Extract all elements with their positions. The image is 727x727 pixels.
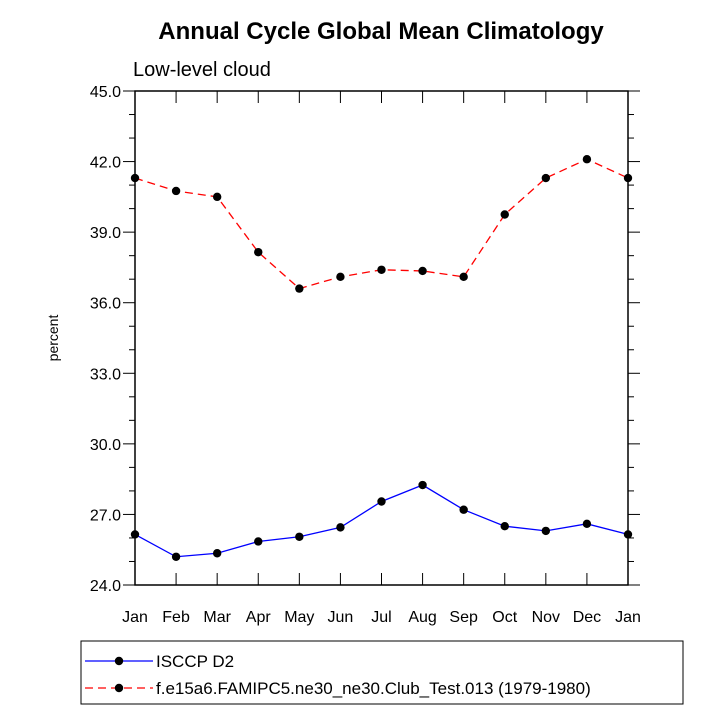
y-tick-label: 45.0 bbox=[90, 84, 121, 101]
series-2-point bbox=[418, 266, 427, 276]
x-tick-label: Jun bbox=[328, 609, 354, 626]
x-tick-label: Dec bbox=[573, 609, 601, 626]
y-tick-label: 42.0 bbox=[90, 155, 121, 172]
legend-box bbox=[80, 640, 684, 705]
series-1-point bbox=[459, 505, 468, 514]
series-2-point bbox=[459, 272, 468, 282]
y-tick-label: 30.0 bbox=[90, 437, 121, 454]
series-line-1 bbox=[134, 484, 629, 558]
data-series bbox=[130, 155, 633, 561]
x-tick-labels: Jan Feb Mar Apr May Jun Jul Aug Sep Oct Nov Dec Jan bbox=[122, 609, 641, 626]
series-1-point bbox=[254, 537, 263, 546]
axis-ticks bbox=[123, 90, 640, 586]
legend-marker-1 bbox=[114, 656, 124, 666]
x-tick-label: Feb bbox=[162, 609, 190, 626]
series-1-point bbox=[212, 549, 222, 558]
x-tick-label: Jan bbox=[122, 609, 148, 626]
series-1-point bbox=[377, 497, 386, 506]
y-tick-labels: 24.0 27.0 30.0 33.0 36.0 39.0 42.0 45.0 bbox=[90, 84, 121, 595]
x-tick-label: Sep bbox=[449, 609, 478, 626]
x-tick-label: Apr bbox=[246, 609, 272, 626]
x-tick-label: Oct bbox=[492, 609, 517, 626]
series-2-point bbox=[254, 247, 263, 257]
x-tick-label: May bbox=[284, 609, 314, 626]
series-1-point bbox=[295, 532, 304, 541]
x-tick-label: Jul bbox=[371, 609, 391, 626]
series-1-point bbox=[500, 521, 509, 531]
chart-subtitle: Low-level cloud bbox=[133, 59, 271, 81]
series-2-point bbox=[295, 284, 304, 293]
y-tick-label: 27.0 bbox=[90, 507, 121, 524]
series-2-point bbox=[377, 265, 386, 274]
series-1-point bbox=[582, 519, 592, 529]
legend: ISCCP D2 f.e15a6.FAMIPC5.ne30_ne30.Club_T… bbox=[80, 640, 684, 705]
series-2-point bbox=[212, 192, 222, 202]
y-tick-label: 36.0 bbox=[90, 296, 121, 313]
y-tick-label: 33.0 bbox=[90, 366, 121, 383]
legend-label-1: ISCCP D2 bbox=[156, 652, 234, 671]
legend-label-2: f.e15a6.FAMIPC5.ne30_ne30.Club_Test.013 … bbox=[156, 679, 591, 698]
series-2-point bbox=[500, 210, 509, 219]
series-1-point bbox=[541, 526, 551, 536]
legend-items: ISCCP D2 f.e15a6.FAMIPC5.ne30_ne30.Club_T… bbox=[85, 652, 591, 698]
series-1-point bbox=[418, 480, 427, 490]
legend-marker-2 bbox=[114, 683, 124, 693]
plot-frame bbox=[134, 90, 629, 586]
series-2-point bbox=[541, 173, 551, 183]
series-1-point bbox=[171, 552, 181, 561]
x-tick-label: Jan bbox=[615, 609, 641, 626]
x-tick-label: Nov bbox=[532, 609, 560, 626]
y-tick-label: 24.0 bbox=[90, 578, 121, 595]
x-tick-label: Mar bbox=[203, 609, 231, 626]
series-2-point bbox=[582, 155, 592, 164]
x-tick-label: Aug bbox=[408, 609, 436, 626]
chart-title: Annual Cycle Global Mean Climatology bbox=[158, 18, 604, 45]
series-2-point bbox=[336, 272, 345, 282]
y-tick-label: 39.0 bbox=[90, 225, 121, 242]
y-axis-label: percent bbox=[45, 315, 61, 362]
series-1-point bbox=[336, 523, 345, 532]
series-2-point bbox=[171, 186, 181, 196]
